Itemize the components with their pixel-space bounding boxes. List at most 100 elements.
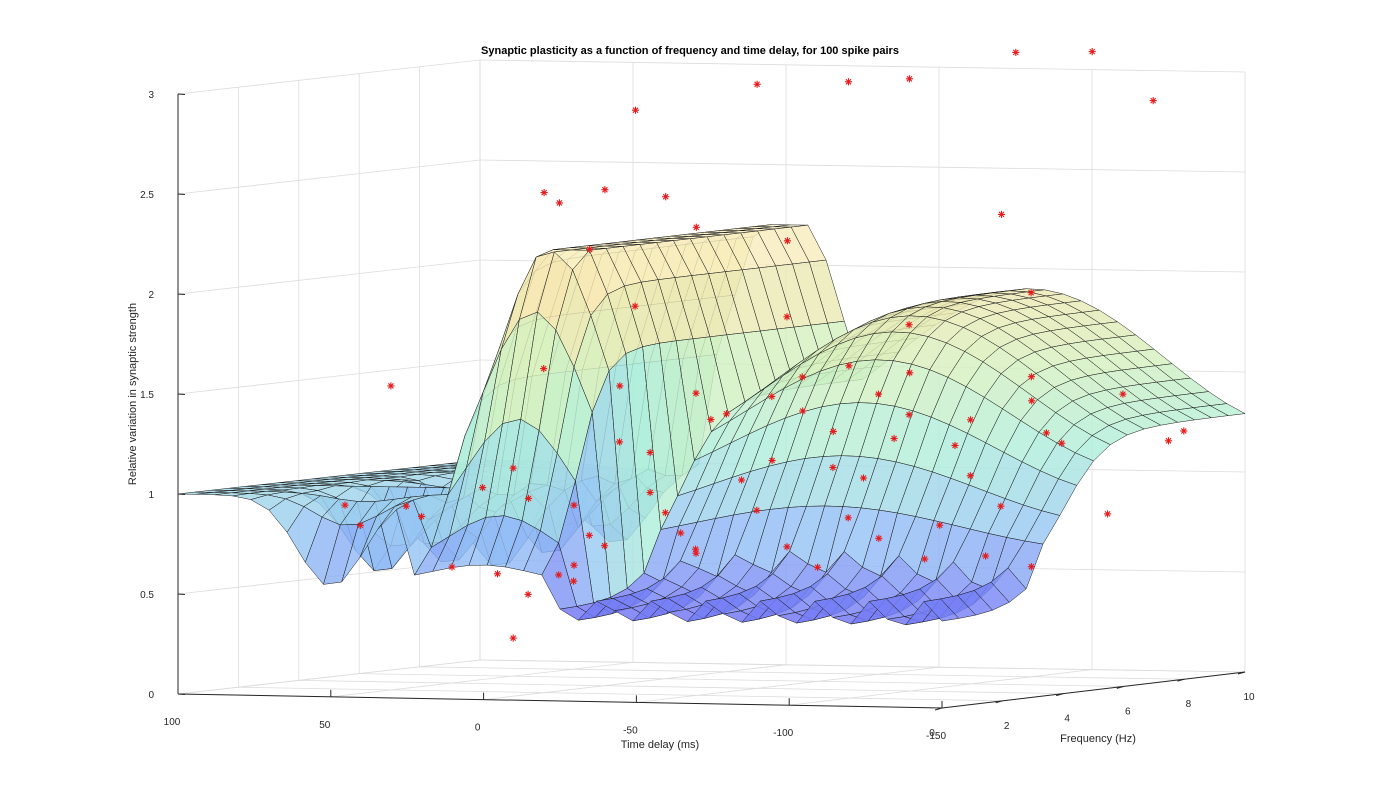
scatter-point (813, 563, 822, 571)
scatter-point (829, 427, 837, 436)
spike-pair-points (341, 47, 1188, 642)
scatter-point (890, 434, 898, 443)
scatter-point (691, 545, 700, 553)
z-tick-label: 0.5 (140, 590, 154, 601)
scatter-point (677, 529, 685, 537)
scatter-point (768, 392, 776, 401)
y-axis-label: Frequency (Hz) (1060, 733, 1136, 745)
back-wall-grid-z (479, 159, 1246, 173)
scatter-point (555, 571, 563, 579)
scatter-point (966, 472, 974, 480)
y-tick-label: 8 (1186, 699, 1192, 710)
scatter-point (555, 199, 564, 207)
x-tick-label: 100 (164, 717, 181, 728)
scatter-point (921, 555, 929, 563)
z-tick-mark (177, 493, 186, 495)
scatter-point (1028, 397, 1036, 405)
y-tick-label: 6 (1125, 706, 1131, 717)
scatter-point (844, 78, 853, 86)
scatter-point (417, 512, 426, 521)
z-axis-label: Relative variation in synaptic strength (127, 303, 139, 485)
x-tick-label: 0 (475, 723, 481, 734)
scatter-point (692, 389, 700, 397)
scatter-point (966, 416, 975, 424)
scatter-point (951, 441, 959, 450)
scatter-point (906, 369, 914, 377)
x-axis-label: Time delay (ms) (621, 739, 699, 751)
scatter-point (524, 590, 532, 599)
scatter-point (753, 506, 761, 514)
scatter-point (798, 373, 806, 381)
x-tick-label: 50 (319, 720, 331, 731)
side-wall-grid-z (177, 259, 481, 295)
scatter-point (631, 302, 639, 310)
x-tick-label: -150 (926, 731, 946, 742)
scatter-point (1027, 289, 1035, 297)
scatter-point (859, 474, 868, 482)
scatter-point (707, 415, 715, 424)
scatter-point (585, 245, 594, 253)
y-tick-label: 0 (929, 728, 935, 739)
floor-grid-y (479, 659, 1246, 673)
scatter-point (540, 189, 548, 197)
z-tick-label: 0 (148, 690, 154, 701)
scatter-point (768, 456, 776, 465)
side-wall-grid-z (177, 159, 481, 195)
scatter-point (570, 561, 578, 569)
chart-title: Synaptic plasticity as a function of fre… (481, 45, 899, 57)
z-tick-mark (177, 93, 186, 95)
y-tick-label: 10 (1243, 692, 1255, 703)
y-tick-mark (1237, 671, 1246, 675)
scatter-point (783, 313, 791, 321)
floor-grid-y (359, 673, 1124, 687)
scatter-point (874, 390, 883, 398)
scatter-point (356, 521, 364, 530)
scatter-point (402, 502, 410, 510)
z-tick-mark (177, 393, 186, 395)
scatter-point (509, 634, 517, 642)
x-tick-label: -50 (623, 725, 638, 736)
z-tick-label: 1 (148, 490, 154, 501)
floor-grid-x (483, 664, 787, 700)
scatter-point (1027, 373, 1036, 381)
scatter-point (479, 484, 487, 492)
z-tick-label: 2.5 (140, 190, 154, 201)
scatter-point (844, 514, 852, 522)
scatter-point (905, 321, 913, 329)
back-wall-grid-z (479, 59, 1246, 73)
scatter-point (905, 75, 914, 83)
x-tick-label: -100 (773, 728, 793, 739)
scatter-point (1103, 510, 1112, 518)
x-axis-line (177, 693, 943, 709)
scatter-point (799, 407, 807, 415)
scatter-point (692, 223, 700, 231)
scatter-point (1164, 437, 1173, 445)
y-tick-label: 2 (1004, 721, 1010, 732)
scatter-point (997, 210, 1006, 218)
scatter-point (387, 382, 395, 390)
scatter-point (509, 464, 517, 472)
scatter-point (905, 411, 913, 419)
scatter-point (540, 365, 548, 373)
scatter-point (1012, 48, 1020, 57)
scatter-point (601, 186, 609, 194)
scatter-point (661, 509, 670, 517)
floor-grid-y (419, 666, 1185, 680)
z-tick-mark (177, 293, 186, 295)
floor-grid-y (298, 680, 1064, 694)
z-tick-mark (177, 593, 186, 595)
scatter-point (845, 362, 853, 370)
z-tick-mark (177, 693, 186, 695)
scatter-point (662, 193, 670, 201)
scatter-point (1180, 427, 1188, 435)
scatter-point (783, 543, 791, 551)
floor-grid-y (238, 686, 1003, 702)
scatter-point (829, 463, 837, 472)
floor-grid-x (789, 669, 1093, 706)
plasticity-surface (177, 224, 1246, 626)
scatter-point (569, 577, 578, 585)
y-tick-label: 4 (1064, 714, 1070, 725)
scatter-point (600, 542, 609, 550)
